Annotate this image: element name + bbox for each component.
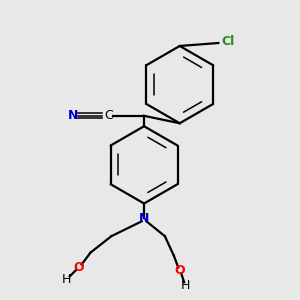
Text: N: N xyxy=(139,212,149,226)
Text: Cl: Cl xyxy=(221,35,235,48)
Text: H: H xyxy=(181,279,190,292)
Text: N: N xyxy=(68,109,78,122)
Text: C: C xyxy=(104,109,113,122)
Text: O: O xyxy=(174,264,185,277)
Text: H: H xyxy=(62,273,71,286)
Text: O: O xyxy=(74,261,84,274)
